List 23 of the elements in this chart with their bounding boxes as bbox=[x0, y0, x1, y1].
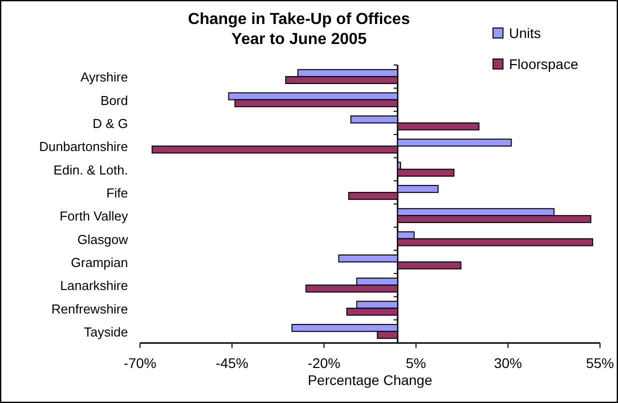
y-tick-label: Lanarkshire bbox=[60, 278, 128, 294]
y-tick-label: Ayrshire bbox=[80, 70, 128, 85]
legend-label: Floorspace bbox=[509, 56, 578, 72]
y-tick-label: Forth Valley bbox=[60, 208, 128, 224]
x-tick-label: 55% bbox=[586, 355, 614, 371]
legend-label: Units bbox=[509, 25, 541, 41]
x-tick-label: -45% bbox=[216, 355, 248, 371]
y-tick-label: Grampian bbox=[70, 254, 128, 270]
chart-title: Change in Take-Up of Offices bbox=[188, 11, 410, 28]
chart-subtitle: Year to June 2005 bbox=[231, 31, 367, 48]
x-tick-label: 5% bbox=[406, 355, 426, 371]
y-tick-label: Renfrewshire bbox=[51, 301, 128, 316]
y-tick-label: Fife bbox=[106, 185, 128, 200]
x-axis-title: Percentage Change bbox=[308, 372, 432, 388]
x-tick-label: -70% bbox=[124, 355, 156, 371]
y-tick-label: D & G bbox=[92, 116, 128, 131]
y-tick-label: Dunbartonshire bbox=[39, 139, 128, 154]
y-tick-label: Tayside bbox=[84, 324, 128, 340]
y-tick-label: Bord bbox=[100, 92, 128, 108]
y-tick-label: Edin. & Loth. bbox=[54, 162, 128, 178]
x-tick-label: -20% bbox=[308, 355, 340, 371]
x-tick-label: 30% bbox=[494, 355, 522, 371]
y-tick-label: Glasgow bbox=[77, 232, 129, 247]
